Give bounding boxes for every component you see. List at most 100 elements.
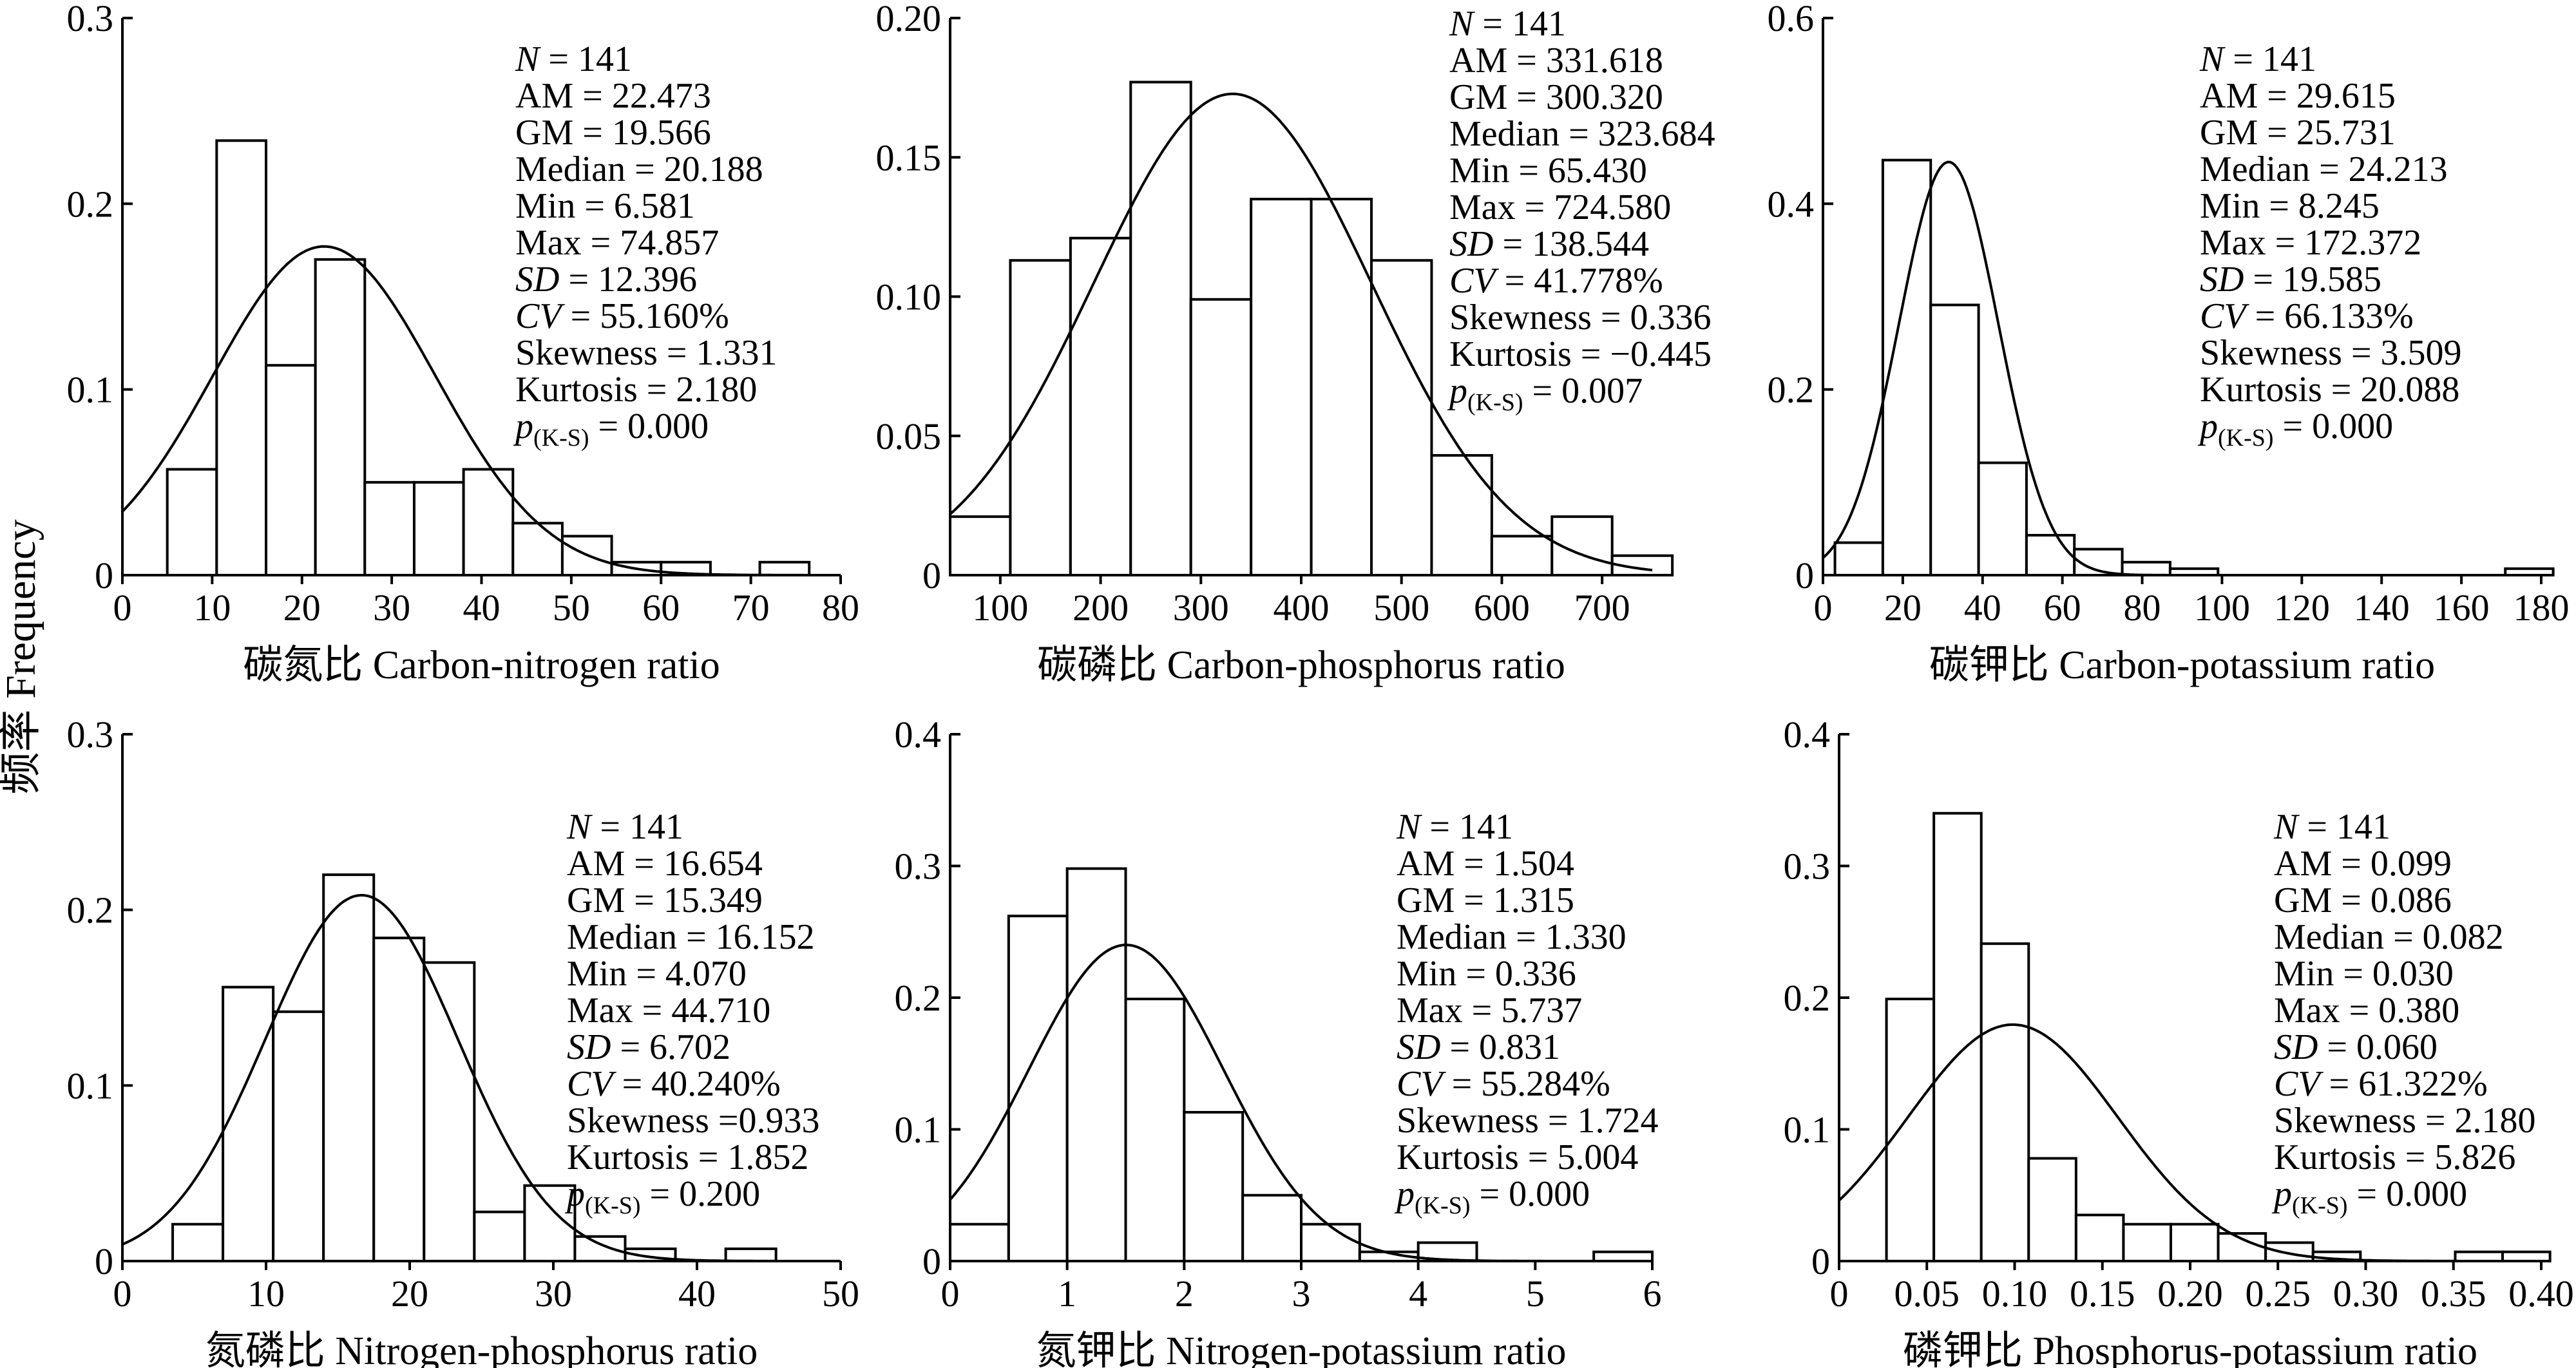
- x-axis-label: 磷钾比 Phosphorus-potassium ratio: [1903, 1329, 2477, 1368]
- x-axis-label: 碳钾比 Carbon-potassium ratio: [1929, 643, 2435, 687]
- stat-line: SD = 0.060: [2274, 1027, 2438, 1067]
- stat-line: SD = 6.702: [567, 1027, 730, 1067]
- x-tick-label: 10: [193, 587, 231, 629]
- x-tick-label: 500: [1373, 587, 1429, 629]
- histogram-bar: [171, 1222, 225, 1262]
- x-tick-label: 40: [678, 1273, 716, 1315]
- stat-line: AM = 16.654: [567, 844, 763, 884]
- y-tick-label: 0.3: [67, 0, 114, 39]
- stat-line: CV = 61.322%: [2274, 1064, 2488, 1104]
- histogram-bar: [2264, 1241, 2314, 1262]
- histogram-bar: [1065, 867, 1127, 1262]
- x-tick-label: 80: [2124, 587, 2161, 629]
- histogram-bar: [2121, 560, 2171, 576]
- stat-line: Max = 172.372: [2200, 223, 2421, 263]
- stat-line: Kurtosis = 1.852: [567, 1137, 808, 1177]
- y-tick-label: 0.05: [876, 415, 942, 457]
- stat-line: Min = 8.245: [2200, 186, 2380, 226]
- histogram-bar: [314, 258, 367, 576]
- x-tick-label: 0.35: [2421, 1273, 2486, 1315]
- histogram-bar: [949, 1222, 1010, 1262]
- x-tick-label: 0.40: [2508, 1273, 2574, 1315]
- stat-line: CV = 66.133%: [2200, 296, 2414, 336]
- y-tick-label: 0: [1795, 555, 1814, 596]
- histogram-bar: [758, 560, 811, 576]
- stat-line: SD = 0.831: [1397, 1027, 1560, 1067]
- stat-line: Kurtosis = 5.004: [1397, 1137, 1638, 1177]
- histogram-bar: [372, 936, 426, 1262]
- y-tick-label: 0: [95, 1240, 113, 1282]
- x-tick-label: 6: [1643, 1273, 1662, 1315]
- stat-line: AM = 1.504: [1397, 844, 1574, 884]
- y-tick-label: 0.4: [1768, 183, 1815, 225]
- stat-line: GM = 300.320: [1449, 77, 1663, 117]
- x-tick-label: 0: [1814, 587, 1833, 629]
- figure-y-label: 频率 Frequency: [0, 519, 44, 794]
- stat-line: Min = 0.030: [2274, 954, 2454, 994]
- y-tick-label: 0.1: [1784, 1109, 1831, 1151]
- y-tick-label: 0: [1811, 1240, 1830, 1282]
- stat-line: SD = 138.544: [1449, 224, 1649, 264]
- histogram-bar: [511, 522, 564, 576]
- stat-line: CV = 55.284%: [1397, 1064, 1610, 1104]
- stat-line: p(K-S) = 0.000: [2197, 406, 2393, 451]
- x-axis-label: 氮磷比 Nitrogen-phosphorus ratio: [205, 1329, 758, 1368]
- y-tick-label: 0.1: [895, 1109, 942, 1151]
- histogram-bar: [2501, 1250, 2552, 1263]
- x-tick-label: 4: [1409, 1273, 1427, 1315]
- histogram-bar: [724, 1247, 778, 1262]
- x-tick-label: 0.25: [2246, 1273, 2311, 1315]
- histogram-bar: [222, 985, 275, 1262]
- x-tick-label: 0.20: [2157, 1273, 2223, 1315]
- stat-line: Min = 0.336: [1397, 954, 1576, 994]
- y-tick-label: 0.4: [895, 714, 942, 755]
- stat-line: Median = 24.213: [2200, 149, 2448, 189]
- histogram-panel-4: 0 0.1 0.2 0.3 0 10 20 30 40 50 氮磷比 Nitrogen-phosph…: [67, 714, 860, 1368]
- stat-line: Max = 74.857: [515, 223, 719, 263]
- histogram-panel-5: 0 0.1 0.2 0.3 0.4 0 1 2 3 4 5 6 氮钾比 Nitrogen-potassi…: [895, 714, 1662, 1368]
- stat-line: AM = 22.473: [515, 76, 711, 116]
- x-tick-label: 600: [1474, 587, 1530, 629]
- y-tick-label: 0: [95, 555, 113, 596]
- y-tick-label: 0.15: [876, 137, 942, 178]
- x-tick-label: 30: [535, 1273, 572, 1315]
- stat-line: CV = 40.240%: [567, 1064, 781, 1104]
- histogram-panel-3: 0 0.2 0.4 0.6 0 20 40 60 80 100 120 140 160 180 碳钾比 Ca…: [1768, 0, 2570, 687]
- y-tick-label: 0.2: [1768, 369, 1815, 411]
- y-tick-label: 0.3: [1784, 846, 1831, 888]
- x-tick-label: 0: [113, 1273, 132, 1315]
- y-tick-label: 0: [922, 555, 941, 596]
- stat-line: Median = 1.330: [1397, 917, 1627, 957]
- histogram-bar: [2122, 1222, 2173, 1262]
- histogram-bar: [166, 468, 218, 577]
- histogram-bar: [573, 1235, 627, 1262]
- x-tick-label: 3: [1292, 1273, 1311, 1315]
- y-tick-label: 0.10: [876, 276, 942, 318]
- stat-line: p(K-S) = 0.000: [1394, 1174, 1590, 1219]
- histogram-bar: [2170, 1222, 2220, 1262]
- histogram-bar: [2025, 534, 2076, 577]
- x-tick-label: 20: [283, 587, 321, 629]
- histogram-bar: [2454, 1250, 2504, 1263]
- x-tick-label: 50: [822, 1273, 859, 1315]
- x-tick-label: 400: [1274, 587, 1330, 629]
- stat-line: Median = 16.152: [567, 917, 815, 957]
- histogram-bar: [322, 873, 376, 1262]
- stat-line: Kurtosis = 2.180: [515, 370, 757, 410]
- x-tick-label: 2: [1175, 1273, 1194, 1315]
- histogram-bar: [1009, 259, 1072, 576]
- stat-line: GM = 1.315: [1397, 880, 1574, 920]
- x-tick-label: 0.05: [1894, 1273, 1960, 1315]
- x-tick-label: 0: [113, 587, 132, 629]
- x-tick-label: 0: [941, 1273, 960, 1315]
- histogram-bar: [473, 1210, 526, 1262]
- histogram-bar: [1833, 541, 1884, 577]
- stat-line: GM = 19.566: [515, 113, 711, 153]
- histogram-bar: [363, 480, 415, 576]
- stat-line: Skewness =0.933: [567, 1101, 819, 1141]
- stat-line: Max = 724.580: [1449, 187, 1671, 227]
- stat-line: N = 141: [2273, 807, 2390, 847]
- x-tick-label: 140: [2354, 587, 2410, 629]
- histogram-bar: [1977, 461, 2028, 577]
